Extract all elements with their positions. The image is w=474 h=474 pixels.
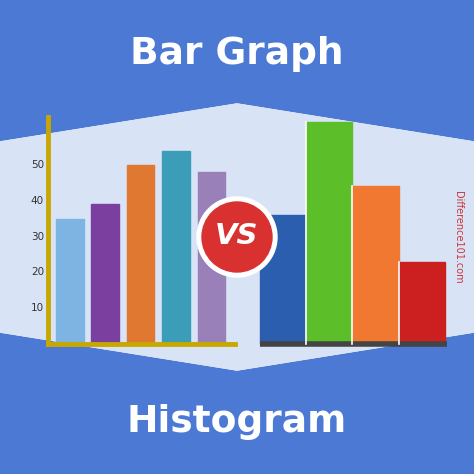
Text: 20: 20 <box>31 267 44 277</box>
Bar <box>198 172 225 344</box>
Bar <box>127 165 155 344</box>
Bar <box>399 262 445 344</box>
Text: VS: VS <box>215 222 259 250</box>
Text: 10: 10 <box>31 303 44 313</box>
Text: 40: 40 <box>31 196 44 206</box>
Bar <box>306 122 353 344</box>
Text: Difference101.com: Difference101.com <box>453 191 463 283</box>
Polygon shape <box>0 104 474 370</box>
Text: 30: 30 <box>31 231 44 241</box>
Bar <box>260 215 306 344</box>
Circle shape <box>197 197 277 277</box>
Circle shape <box>202 202 272 272</box>
Text: Bar Graph: Bar Graph <box>130 36 344 72</box>
Bar <box>162 151 190 344</box>
Polygon shape <box>0 104 474 370</box>
Text: 50: 50 <box>31 160 44 170</box>
Bar <box>91 204 119 344</box>
Bar <box>353 186 399 344</box>
Bar <box>56 219 83 344</box>
Text: Histogram: Histogram <box>127 404 347 440</box>
